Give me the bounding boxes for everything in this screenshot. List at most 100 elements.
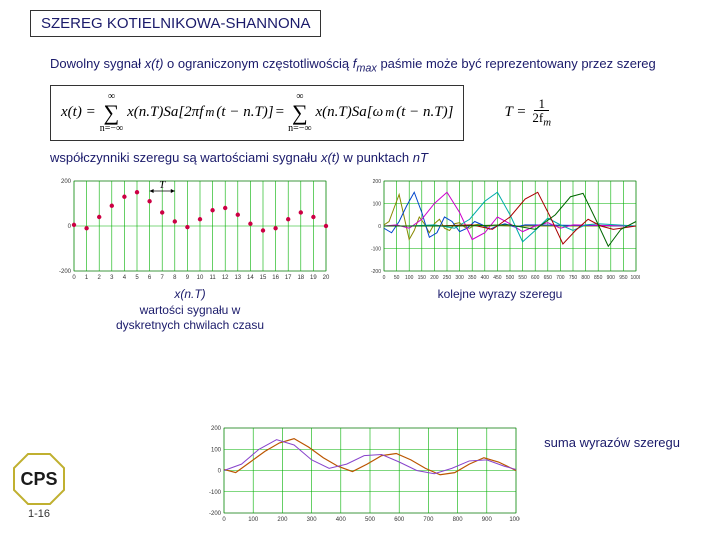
svg-text:12: 12	[222, 275, 229, 281]
page-number: 1-16	[12, 508, 66, 520]
sum2-bot: n=−∞	[288, 124, 311, 134]
svg-text:1000: 1000	[630, 275, 640, 281]
sigma-1: ∑	[104, 102, 120, 124]
svg-text:800: 800	[581, 275, 590, 281]
coef-pre: współczynniki szeregu są wartościami syg…	[50, 150, 321, 165]
coef-mid: w punktach	[340, 150, 413, 165]
chart-left-wrap: 01234567891011121314151617181920-2000200…	[50, 175, 330, 334]
svg-text:300: 300	[307, 517, 318, 523]
side-frac: 1 2fm	[528, 97, 555, 128]
sum1-bot: n=−∞	[100, 124, 123, 134]
coef-xt: x(t)	[321, 150, 340, 165]
svg-text:0: 0	[68, 224, 72, 230]
chart-left-caption: x(n.T) wartości sygnału w dyskretnych ch…	[116, 287, 264, 334]
svg-text:500: 500	[365, 517, 376, 523]
cps-text: CPS	[20, 469, 57, 489]
svg-text:-200: -200	[371, 269, 381, 275]
svg-text:150: 150	[418, 275, 427, 281]
svg-text:15: 15	[260, 275, 267, 281]
chart-right-wrap: 0501001502002503003504004505005506006507…	[360, 175, 640, 334]
f-t2sub: m	[385, 105, 394, 120]
svg-text:950: 950	[619, 275, 628, 281]
chart-bottom-wrap: 01002003004005006007008009001000-200-100…	[200, 422, 520, 532]
svg-text:14: 14	[247, 275, 254, 281]
discrete-samples-chart: 01234567891011121314151617181920-2000200…	[50, 175, 330, 285]
svg-text:50: 50	[394, 275, 400, 281]
svg-text:100: 100	[211, 447, 222, 453]
coef-nT: nT	[413, 150, 428, 165]
sum-1: ∞ ∑ n=−∞	[100, 92, 123, 134]
slide-title: SZEREG KOTIELNIKOWA-SHANNONA	[30, 10, 321, 37]
cap-l2: wartości sygnału w	[140, 303, 241, 317]
svg-text:850: 850	[594, 275, 603, 281]
intro-text: Dowolny sygnał x(t) o ograniczonym częst…	[50, 55, 680, 77]
f-t2a: x(n.T)Sa[ω	[316, 104, 384, 121]
svg-text:6: 6	[148, 275, 152, 281]
f-lhs: x(t) =	[61, 104, 96, 121]
svg-text:19: 19	[310, 275, 317, 281]
cap-l1: x(n.T)	[174, 287, 205, 301]
svg-text:1: 1	[85, 275, 89, 281]
f-t1sub: m	[205, 105, 214, 120]
chart-bottom-caption: suma wyrazów szeregu	[544, 435, 680, 450]
cps-octagon: CPS	[12, 452, 66, 506]
svg-text:5: 5	[135, 275, 139, 281]
svg-text:2: 2	[98, 275, 102, 281]
svg-text:7: 7	[161, 275, 165, 281]
svg-text:600: 600	[394, 517, 405, 523]
side-den-pre: 2f	[532, 110, 543, 125]
svg-text:450: 450	[493, 275, 502, 281]
intro-fmax-sub: max	[356, 63, 376, 75]
svg-text:0: 0	[222, 517, 226, 523]
svg-text:9: 9	[186, 275, 190, 281]
svg-text:700: 700	[423, 517, 434, 523]
svg-text:400: 400	[481, 275, 490, 281]
svg-text:11: 11	[209, 275, 216, 281]
svg-text:20: 20	[323, 275, 330, 281]
sigma-2: ∑	[292, 102, 308, 124]
side-formula: T = 1 2fm	[504, 97, 557, 128]
svg-text:500: 500	[506, 275, 515, 281]
svg-text:200: 200	[61, 179, 72, 185]
svg-text:13: 13	[234, 275, 241, 281]
side-T: T =	[504, 104, 526, 121]
intro-pre: Dowolny sygnał	[50, 56, 145, 71]
svg-text:0: 0	[378, 224, 381, 230]
svg-text:8: 8	[173, 275, 177, 281]
chart-right-caption: kolejne wyrazy szeregu	[438, 287, 563, 303]
svg-text:550: 550	[518, 275, 527, 281]
main-formula: x(t) = ∞ ∑ n=−∞ x(n.T)Sa[2πfm(t − n.T)] …	[50, 85, 464, 141]
sum-2: ∞ ∑ n=−∞	[288, 92, 311, 134]
svg-text:200: 200	[373, 179, 382, 185]
side-den: 2fm	[528, 111, 555, 128]
svg-text:-100: -100	[209, 490, 222, 496]
coef-text: współczynniki szeregu są wartościami syg…	[50, 149, 680, 167]
svg-text:4: 4	[123, 275, 127, 281]
svg-text:-100: -100	[371, 246, 381, 252]
svg-text:200: 200	[211, 426, 222, 432]
intro-mid: o ograniczonym częstotliwością	[163, 56, 352, 71]
intro-post: paśmie może być reprezentowany przez sze…	[377, 56, 656, 71]
svg-text:750: 750	[569, 275, 578, 281]
side-num: 1	[534, 97, 549, 111]
svg-text:-200: -200	[59, 269, 72, 275]
sum-chart: 01002003004005006007008009001000-200-100…	[200, 422, 520, 527]
svg-text:650: 650	[544, 275, 553, 281]
svg-text:350: 350	[468, 275, 477, 281]
svg-text:100: 100	[373, 201, 382, 207]
f-t1b: (t − n.T)]	[216, 104, 273, 121]
intro-xt: x(t)	[145, 56, 164, 71]
f-t2b: (t − n.T)]	[396, 104, 453, 121]
svg-text:900: 900	[482, 517, 493, 523]
svg-text:17: 17	[285, 275, 292, 281]
svg-text:800: 800	[453, 517, 464, 523]
cps-badge: CPS 1-16	[12, 452, 66, 520]
svg-text:0: 0	[72, 275, 76, 281]
svg-text:1000: 1000	[509, 517, 520, 523]
svg-text:T: T	[159, 179, 166, 191]
svg-text:-200: -200	[209, 511, 222, 517]
f-eq: =	[276, 104, 284, 121]
svg-text:18: 18	[297, 275, 304, 281]
f-t1a: x(n.T)Sa[2πf	[127, 104, 203, 121]
cap-l3: dyskretnych chwilach czasu	[116, 318, 264, 332]
